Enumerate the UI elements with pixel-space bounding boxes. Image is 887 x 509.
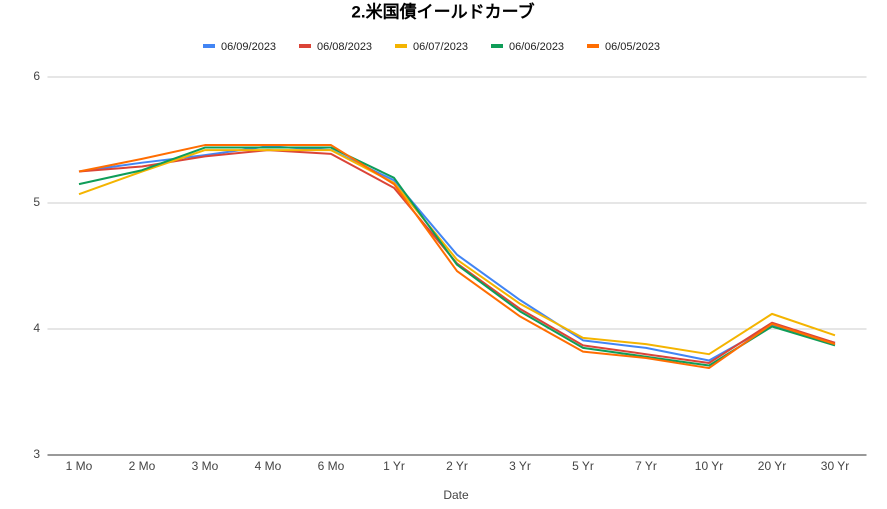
y-tick-label: 5 xyxy=(33,195,40,209)
x-tick-label: 1 Yr xyxy=(383,459,405,473)
x-tick-label: 4 Mo xyxy=(255,459,282,473)
x-axis-label: Date xyxy=(443,488,469,502)
x-tick-label: 30 Yr xyxy=(821,459,849,473)
chart-title: 2.米国債イールドカーブ xyxy=(351,1,534,21)
legend-swatch xyxy=(395,44,407,48)
x-tick-label: 3 Mo xyxy=(192,459,219,473)
x-tick-label: 6 Mo xyxy=(318,459,345,473)
y-tick-label: 6 xyxy=(33,69,40,83)
series-line xyxy=(78,146,836,367)
series-line xyxy=(78,144,836,370)
y-tick-label: 4 xyxy=(33,321,40,335)
x-tick-label: 3 Yr xyxy=(509,459,531,473)
series-line xyxy=(78,149,836,365)
legend-swatch xyxy=(491,44,503,48)
series-line xyxy=(78,149,836,356)
x-tick-label: 1 Mo xyxy=(66,459,93,473)
legend-label: 06/05/2023 xyxy=(605,41,660,53)
legend-swatch xyxy=(587,44,599,48)
x-tick-label: 10 Yr xyxy=(695,459,723,473)
legend-swatch xyxy=(299,44,311,48)
x-tick-label: 20 Yr xyxy=(758,459,786,473)
x-tick-label: 5 Yr xyxy=(572,459,594,473)
x-tick-label: 7 Yr xyxy=(635,459,657,473)
legend-swatch xyxy=(203,44,215,48)
legend-label: 06/06/2023 xyxy=(509,41,564,53)
series-line xyxy=(78,145,836,362)
legend-label: 06/09/2023 xyxy=(221,41,276,53)
legend-label: 06/07/2023 xyxy=(413,41,468,53)
y-tick-label: 3 xyxy=(33,447,40,461)
legend-label: 06/08/2023 xyxy=(317,41,372,53)
x-tick-label: 2 Mo xyxy=(129,459,156,473)
x-tick-label: 2 Yr xyxy=(446,459,468,473)
